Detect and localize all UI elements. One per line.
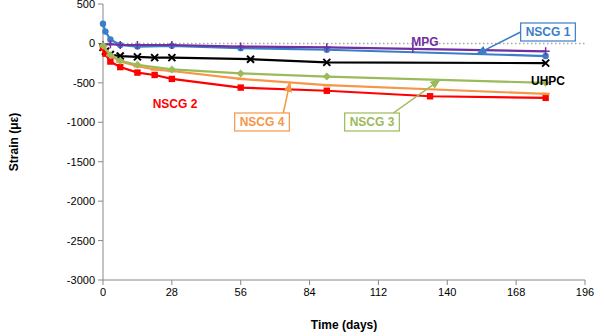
series-line [103, 46, 546, 83]
x-axis [103, 280, 585, 281]
point [237, 78, 245, 81]
y-tick-label: 500 [77, 0, 95, 10]
x-tick-label: 84 [303, 286, 315, 298]
x-tick [585, 280, 586, 285]
point [238, 84, 244, 90]
y-tick [98, 122, 103, 123]
y-tick [98, 4, 103, 5]
x-tick [103, 280, 104, 285]
point [168, 54, 175, 61]
series-label-box [521, 23, 576, 41]
point [133, 61, 141, 69]
series-label-group: UHPC [531, 74, 565, 88]
point [542, 93, 550, 96]
y-tick [98, 82, 103, 83]
y-tick-label: -1000 [67, 116, 95, 128]
point [542, 95, 548, 101]
point [237, 69, 245, 77]
x-tick-label: 112 [370, 286, 388, 298]
point [323, 43, 331, 51]
y-tick-label: -500 [73, 77, 95, 89]
plot-area [99, 21, 550, 102]
y-tick [98, 280, 103, 281]
zero-line [103, 43, 585, 45]
x-tick-label: 168 [507, 286, 525, 298]
x-tick-label: 140 [438, 286, 456, 298]
series-label: NSCG 2 [153, 97, 198, 111]
x-tick [240, 280, 241, 285]
x-tick [171, 280, 172, 285]
y-tick-label: 0 [89, 37, 95, 49]
x-tick [309, 280, 310, 285]
callout-arrow [393, 80, 440, 113]
point [151, 72, 157, 78]
x-tick [378, 280, 379, 285]
series-label-box [235, 113, 290, 131]
x-tick [516, 280, 517, 285]
point [116, 57, 124, 65]
point [323, 59, 330, 66]
series-label: UHPC [531, 74, 565, 88]
point [106, 51, 114, 59]
chart: 500 0 -500 -1000 -1500 -2000 -2500 -3000 0 28 56 84… [0, 0, 605, 336]
point [133, 41, 141, 49]
callout-arrow [283, 83, 290, 113]
point [151, 54, 158, 61]
y-tick-label: -2500 [67, 235, 95, 247]
series-label: NSCG 4 [240, 115, 285, 129]
y-tick [98, 240, 103, 241]
point [102, 28, 108, 34]
point [107, 58, 113, 64]
series-label: NSCG 1 [526, 25, 571, 39]
x-tick-label: 0 [100, 286, 106, 298]
y-tick [98, 201, 103, 202]
x-tick-label: 196 [576, 286, 594, 298]
x-tick-label: 28 [166, 286, 178, 298]
point [99, 42, 107, 50]
series-label-group: NSCG 4 [235, 83, 290, 131]
point [169, 76, 175, 82]
series-label-box [345, 113, 400, 131]
point [323, 73, 331, 81]
point [542, 47, 550, 55]
point [542, 60, 549, 67]
y-tick [98, 161, 103, 162]
callout-arrow [477, 32, 521, 54]
point [117, 64, 123, 70]
y-tick-label: -3000 [67, 274, 95, 286]
series-label-group: NSCG 2 [153, 97, 198, 111]
point [134, 53, 141, 60]
series-label-group: MPG [411, 35, 438, 49]
y-tick-label: -1500 [67, 156, 95, 168]
point [116, 41, 124, 49]
x-tick [447, 280, 448, 285]
point [237, 43, 245, 51]
series-label-group: NSCG 3 [345, 80, 440, 131]
series-label-group: NSCG 1 [477, 23, 576, 54]
point [117, 42, 123, 48]
series-label: NSCG 3 [350, 115, 395, 129]
point [168, 65, 176, 73]
series-line [103, 24, 546, 56]
point [427, 93, 433, 99]
series-label: MPG [411, 35, 438, 49]
point [168, 41, 176, 49]
point [324, 88, 330, 94]
y-tick-label: -2000 [67, 195, 95, 207]
point [100, 21, 106, 27]
point [247, 56, 254, 63]
point [106, 40, 114, 48]
point [134, 69, 140, 75]
x-tick-label: 56 [235, 286, 247, 298]
point [323, 84, 331, 87]
y-axis-title: Strain (με) [7, 113, 21, 171]
x-axis-title: Time (days) [311, 318, 377, 332]
